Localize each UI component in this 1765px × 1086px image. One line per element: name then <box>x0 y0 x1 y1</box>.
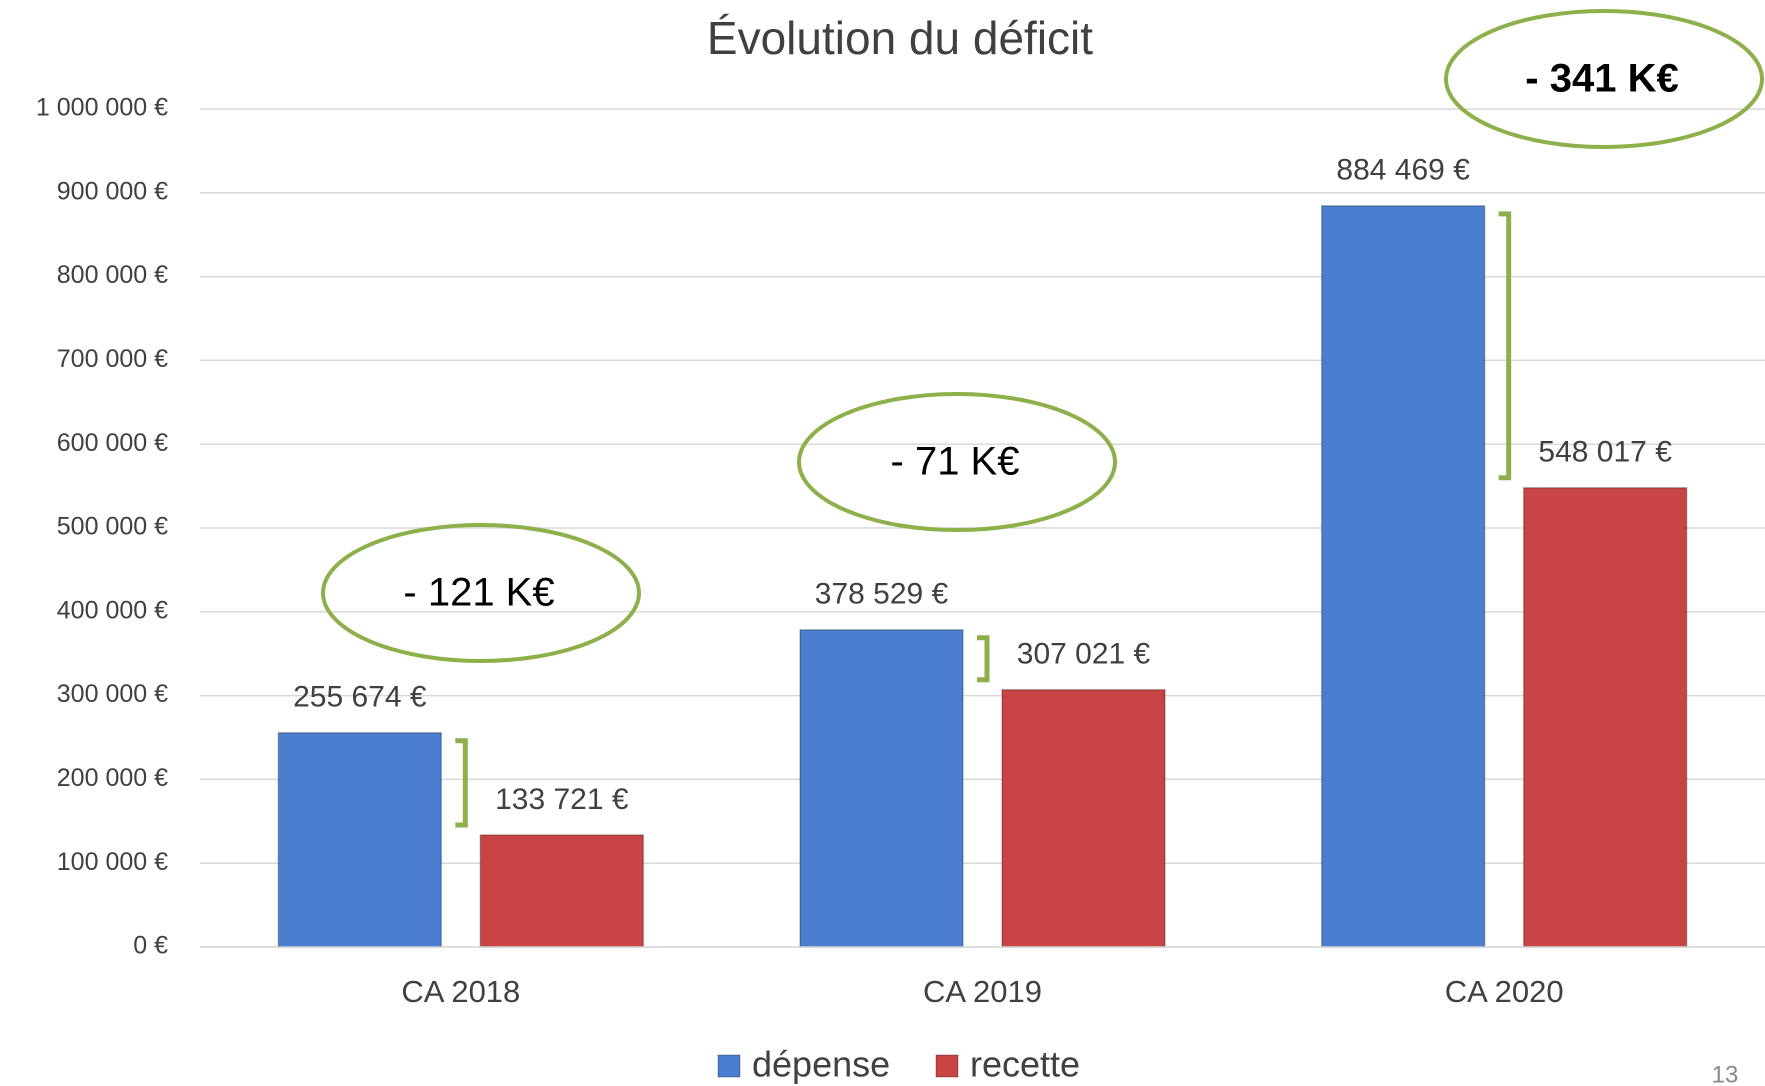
y-tick-label: 1 000 000 € <box>36 94 168 122</box>
annotation-ellipse <box>1444 9 1764 149</box>
annotation: - 121 K€ <box>403 571 554 615</box>
bar <box>1522 487 1688 948</box>
bar <box>1001 688 1166 948</box>
annotation-ellipse <box>797 392 1117 532</box>
x-tick-label: CA 2018 <box>401 974 520 1009</box>
y-tick-label: 600 000 € <box>57 429 168 457</box>
page-number: 13 <box>1712 1061 1739 1086</box>
y-tick-label: 100 000 € <box>57 848 168 876</box>
chart-title: Évolution du déficit <box>707 12 1093 64</box>
value-label: 884 469 € <box>1336 154 1470 187</box>
x-tick-label: CA 2020 <box>1445 974 1564 1009</box>
value-label: 133 721 € <box>495 783 629 816</box>
y-tick-label: 300 000 € <box>57 680 168 708</box>
x-tick-label: CA 2019 <box>923 974 1042 1009</box>
legend-swatch <box>717 1054 741 1078</box>
bar <box>479 834 645 948</box>
annotation: - 71 K€ <box>891 440 1020 484</box>
y-tick-label: 0 € <box>133 932 168 960</box>
y-tick-label: 400 000 € <box>57 596 168 624</box>
legend-label: recette <box>970 1044 1080 1085</box>
y-tick-label: 700 000 € <box>57 345 168 373</box>
bar <box>1320 205 1486 948</box>
bracket <box>1498 211 1512 481</box>
y-tick-label: 200 000 € <box>57 764 168 792</box>
annotation-ellipse <box>321 523 641 663</box>
y-tick-label: 900 000 € <box>57 177 168 205</box>
legend-swatch <box>935 1054 959 1078</box>
legend-label: dépense <box>752 1044 890 1085</box>
bar <box>277 731 443 948</box>
bracket <box>977 635 990 683</box>
value-label: 378 529 € <box>815 578 949 611</box>
value-label: 548 017 € <box>1538 436 1672 469</box>
annotation: - 341 K€ <box>1525 57 1678 101</box>
value-label: 255 674 € <box>293 681 427 714</box>
bar <box>799 629 964 948</box>
y-tick-label: 800 000 € <box>57 261 168 289</box>
y-tick-label: 500 000 € <box>57 513 168 541</box>
bracket <box>455 738 468 828</box>
value-label: 307 021 € <box>1017 638 1151 671</box>
